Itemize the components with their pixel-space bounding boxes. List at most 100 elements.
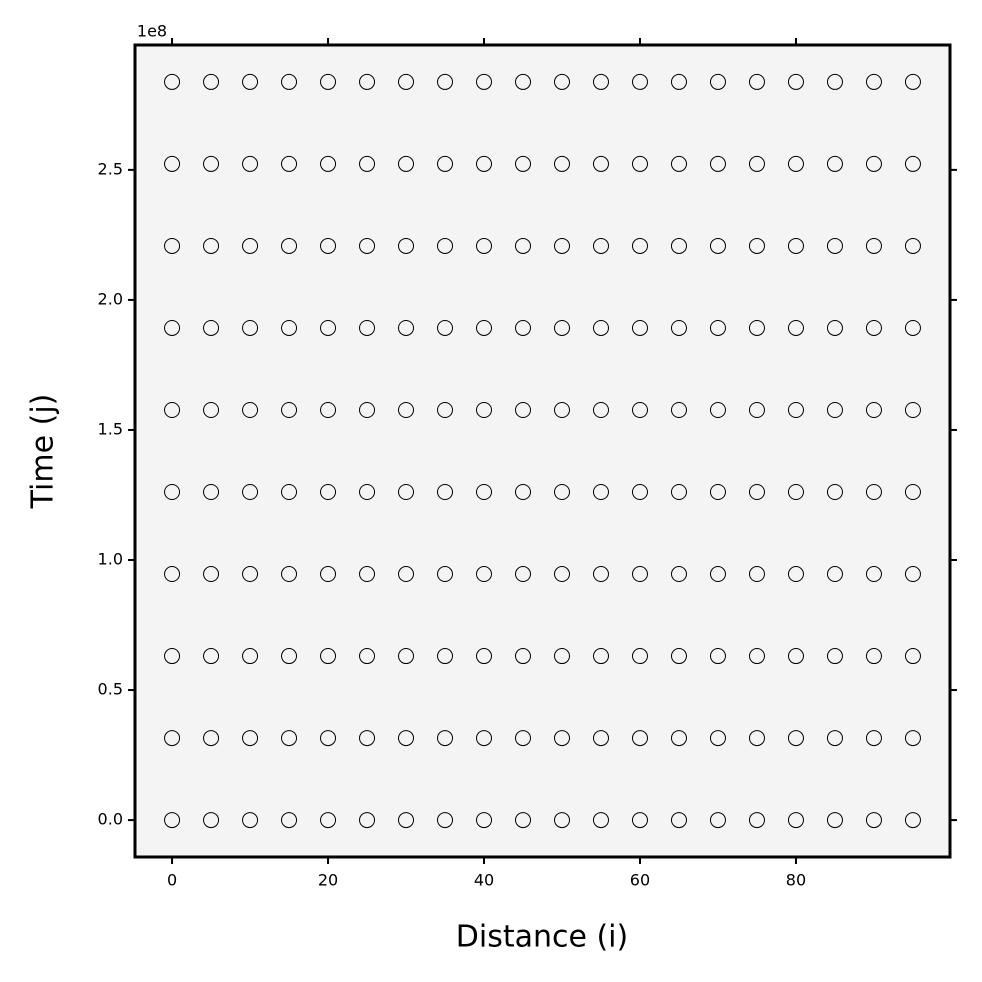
point (359, 812, 376, 829)
point (515, 484, 532, 501)
point (709, 484, 726, 501)
x-tick-label: 20 (318, 871, 338, 890)
point (592, 401, 609, 418)
plot-frame (133, 43, 952, 859)
point (865, 401, 882, 418)
point (320, 812, 337, 829)
point (515, 730, 532, 747)
point (592, 566, 609, 583)
point (476, 484, 493, 501)
point (904, 730, 921, 747)
point (398, 648, 415, 665)
point (320, 566, 337, 583)
point (865, 237, 882, 254)
point (203, 566, 220, 583)
point (515, 155, 532, 172)
point (476, 237, 493, 254)
point (398, 812, 415, 829)
point (826, 401, 843, 418)
point (592, 73, 609, 90)
point (631, 484, 648, 501)
point (281, 566, 298, 583)
point (476, 319, 493, 336)
point (631, 319, 648, 336)
point (670, 566, 687, 583)
point (553, 237, 570, 254)
offset-text: 1e8 (137, 22, 167, 41)
point (787, 155, 804, 172)
point (515, 566, 532, 583)
point (709, 237, 726, 254)
point (242, 401, 259, 418)
point (203, 730, 220, 747)
y-tick-label: 1.0 (98, 550, 123, 569)
point (670, 401, 687, 418)
point (164, 237, 181, 254)
point (631, 648, 648, 665)
point (437, 155, 454, 172)
point (748, 730, 765, 747)
point (709, 812, 726, 829)
point (592, 319, 609, 336)
point (787, 648, 804, 665)
point (865, 319, 882, 336)
point (787, 73, 804, 90)
point (553, 155, 570, 172)
point (826, 73, 843, 90)
point (359, 155, 376, 172)
point (748, 812, 765, 829)
y-tick-label: 0.5 (98, 680, 123, 699)
point (281, 237, 298, 254)
point (242, 648, 259, 665)
point (826, 812, 843, 829)
point (281, 401, 298, 418)
point (631, 730, 648, 747)
point (398, 730, 415, 747)
point (515, 401, 532, 418)
point (437, 566, 454, 583)
point (437, 648, 454, 665)
point (281, 812, 298, 829)
point (787, 484, 804, 501)
point (242, 730, 259, 747)
point (865, 566, 882, 583)
point (670, 812, 687, 829)
point (515, 319, 532, 336)
point (787, 730, 804, 747)
point (865, 73, 882, 90)
point (164, 155, 181, 172)
point (670, 319, 687, 336)
point (203, 73, 220, 90)
point (787, 319, 804, 336)
point (748, 73, 765, 90)
point (281, 648, 298, 665)
point (787, 812, 804, 829)
x-tick-label: 40 (474, 871, 494, 890)
point (826, 319, 843, 336)
point (320, 730, 337, 747)
point (359, 730, 376, 747)
point (709, 566, 726, 583)
point (242, 484, 259, 501)
point (592, 237, 609, 254)
point (709, 648, 726, 665)
y-axis-label: Time (j) (26, 394, 61, 510)
point (592, 648, 609, 665)
point (359, 566, 376, 583)
point (748, 401, 765, 418)
point (592, 730, 609, 747)
point (670, 730, 687, 747)
x-axis-label: Distance (i) (456, 920, 628, 955)
point (904, 319, 921, 336)
point (553, 812, 570, 829)
point (164, 812, 181, 829)
point (164, 319, 181, 336)
y-tick-label: 2.0 (98, 289, 123, 308)
point (748, 319, 765, 336)
point (359, 73, 376, 90)
point (164, 401, 181, 418)
point (320, 648, 337, 665)
point (748, 155, 765, 172)
point (553, 566, 570, 583)
x-tick-label: 60 (630, 871, 650, 890)
